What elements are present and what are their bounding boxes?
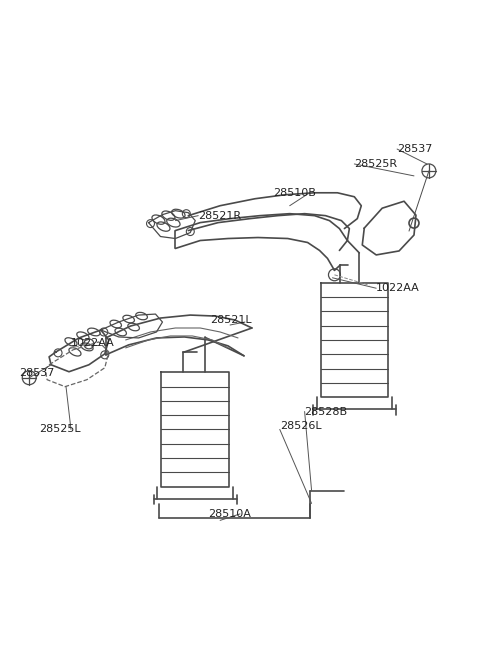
Text: 28525R: 28525R	[354, 159, 397, 169]
Text: 28537: 28537	[19, 367, 55, 378]
Text: 28537: 28537	[397, 144, 432, 154]
Text: 1022AA: 1022AA	[71, 338, 115, 348]
Text: 28510A: 28510A	[208, 509, 251, 519]
Text: 1022AA: 1022AA	[376, 283, 420, 293]
Text: 28521R: 28521R	[198, 211, 241, 221]
Text: 28526L: 28526L	[280, 421, 322, 432]
Text: 28528B: 28528B	[305, 407, 348, 417]
Text: 28525L: 28525L	[39, 424, 81, 434]
Text: 28521L: 28521L	[210, 315, 252, 325]
Text: 28510B: 28510B	[273, 188, 316, 198]
